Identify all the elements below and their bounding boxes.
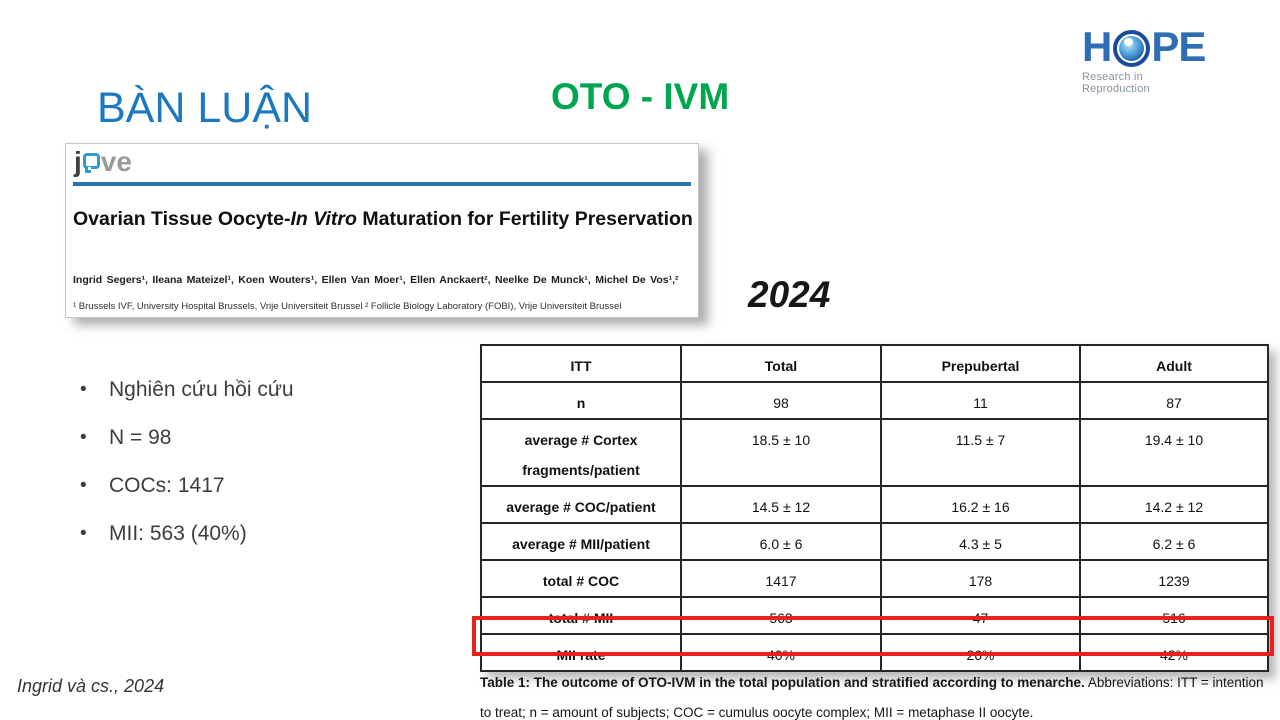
article-title-pre: Ovarian Tissue Oocyte- bbox=[73, 208, 291, 230]
hope-eye-icon bbox=[1113, 29, 1151, 67]
list-item: • MII: 563 (40%) bbox=[80, 523, 440, 545]
table-cell: 14.2 ± 12 bbox=[1079, 485, 1269, 524]
table-cell: 98 bbox=[680, 381, 882, 420]
table-cell: 18.5 ± 10 bbox=[680, 418, 882, 487]
column-header: Prepubertal bbox=[880, 344, 1081, 383]
hope-tagline: Research in Reproduction bbox=[1082, 71, 1150, 95]
section-title: BÀN LUẬN bbox=[97, 84, 313, 132]
row-label: MII rate bbox=[480, 633, 682, 672]
article-title: Ovarian Tissue Oocyte-In Vitro Maturatio… bbox=[73, 204, 693, 235]
column-header: Total bbox=[680, 344, 882, 383]
table-caption: Table 1: The outcome of OTO-IVM in the t… bbox=[480, 668, 1268, 720]
table-cell: 1417 bbox=[680, 559, 882, 598]
table-cell: 563 bbox=[680, 596, 882, 635]
hope-letter-h: H bbox=[1082, 23, 1112, 70]
table-caption-bold: Table 1: The outcome of OTO-IVM in the t… bbox=[480, 675, 1085, 690]
table-row: n 98 11 87 bbox=[480, 381, 1269, 420]
bullet-text: MII: 563 (40%) bbox=[109, 522, 247, 545]
table-cell: 19.4 ± 10 bbox=[1079, 418, 1269, 487]
row-label: n bbox=[480, 381, 682, 420]
row-label: total # MII bbox=[480, 596, 682, 635]
bullet-text: Nghiên cứu hồi cứu bbox=[109, 378, 294, 401]
table-row-mii-rate: MII rate 40% 26% 42% bbox=[480, 633, 1269, 672]
article-divider-rule bbox=[73, 182, 691, 186]
hope-eye-glint bbox=[1124, 37, 1134, 46]
article-title-post: Maturation for Fertility Preservation bbox=[356, 208, 693, 230]
bullet-text: N = 98 bbox=[109, 426, 172, 449]
bullet-list: • Nghiên cứu hồi cứu • N = 98 • COCs: 1417 … bbox=[80, 379, 440, 571]
table-cell: 47 bbox=[880, 596, 1081, 635]
hope-letters-pe: PE bbox=[1151, 23, 1206, 70]
jove-speech-bubble-icon bbox=[82, 153, 100, 173]
table-cell: 6.2 ± 6 bbox=[1079, 522, 1269, 561]
table-cell: 87 bbox=[1079, 381, 1269, 420]
jove-logo-ve: ve bbox=[100, 146, 132, 177]
table-row: total # COC 1417 178 1239 bbox=[480, 559, 1269, 598]
results-table: ITT Total Prepubertal Adult n 98 11 87 a… bbox=[480, 344, 1269, 672]
table-cell: 40% bbox=[680, 633, 882, 672]
citation-footer: Ingrid và cs., 2024 bbox=[17, 676, 165, 696]
table-cell: 516 bbox=[1079, 596, 1269, 635]
topic-title: OTO - IVM bbox=[551, 76, 730, 117]
article-affiliations: ¹ Brussels IVF, University Hospital Brus… bbox=[73, 301, 622, 312]
journal-article-image: j ve Ovarian Tissue Oocyte-In Vitro Matu… bbox=[65, 143, 699, 318]
table-cell: 26% bbox=[880, 633, 1081, 672]
table-cell: 42% bbox=[1079, 633, 1269, 672]
table-row: average # COC/patient 14.5 ± 12 16.2 ± 1… bbox=[480, 485, 1269, 524]
table-row: total # MII 563 47 516 bbox=[480, 596, 1269, 635]
row-label: average # COC/patient bbox=[480, 485, 682, 524]
bullet-text: COCs: 1417 bbox=[109, 474, 225, 497]
table-cell: 4.3 ± 5 bbox=[880, 522, 1081, 561]
article-title-italic: In Vitro bbox=[290, 208, 357, 230]
table-caption-regular: Abbreviations: ITT = intention to treat;… bbox=[480, 675, 1264, 720]
row-label: average # MII/patient bbox=[480, 522, 682, 561]
column-header: Adult bbox=[1079, 344, 1269, 383]
hope-logo-letters: H PE bbox=[1082, 24, 1212, 70]
table-cell: 1239 bbox=[1079, 559, 1269, 598]
list-item: • Nghiên cứu hồi cứu bbox=[80, 379, 440, 401]
column-header: ITT bbox=[480, 344, 682, 383]
table-header-row: ITT Total Prepubertal Adult bbox=[480, 344, 1269, 383]
bullet-icon: • bbox=[80, 427, 87, 448]
table-row: average # Cortex fragments/patient 18.5 … bbox=[480, 418, 1269, 487]
bullet-icon: • bbox=[80, 523, 87, 544]
jove-speech-bubble-tail bbox=[84, 167, 91, 173]
row-label: total # COC bbox=[480, 559, 682, 598]
row-label: average # Cortex fragments/patient bbox=[480, 418, 682, 487]
table-cell: 14.5 ± 12 bbox=[680, 485, 882, 524]
article-authors: Ingrid Segers¹, Ileana Mateizel¹, Koen W… bbox=[73, 274, 679, 286]
table-cell: 6.0 ± 6 bbox=[680, 522, 882, 561]
bullet-icon: • bbox=[80, 475, 87, 496]
table-cell: 11 bbox=[880, 381, 1081, 420]
table-cell: 11.5 ± 7 bbox=[880, 418, 1081, 487]
list-item: • COCs: 1417 bbox=[80, 475, 440, 497]
list-item: • N = 98 bbox=[80, 427, 440, 449]
hope-logo: H PE Research in Reproduction bbox=[1082, 24, 1212, 96]
table-cell: 178 bbox=[880, 559, 1081, 598]
year-label: 2024 bbox=[748, 274, 831, 315]
table-row: average # MII/patient 6.0 ± 6 4.3 ± 5 6.… bbox=[480, 522, 1269, 561]
table-cell: 16.2 ± 16 bbox=[880, 485, 1081, 524]
bullet-icon: • bbox=[80, 379, 87, 400]
jove-logo: j ve bbox=[74, 146, 132, 178]
jove-logo-j: j bbox=[74, 146, 82, 177]
